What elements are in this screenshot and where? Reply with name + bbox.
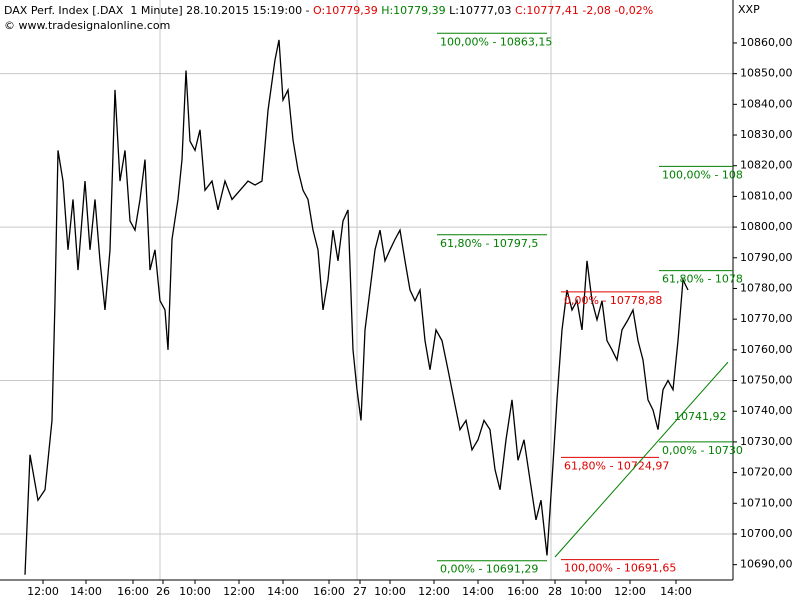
fib-label: 0,00% - 10778,88 <box>564 294 662 307</box>
fib-label: 61,80% - 10724,97 <box>564 459 669 472</box>
x-tick-label: 12:00 <box>614 585 646 598</box>
x-tick-label: 16:00 <box>507 585 539 598</box>
y-tick-label: 10860,00 <box>740 36 793 49</box>
fib-label: 61,80% - 10797,5 <box>440 237 538 250</box>
x-tick-label: 14:00 <box>70 585 102 598</box>
x-tick-label: 12:00 <box>27 585 59 598</box>
fib-label: 61,80% - 1078 <box>662 273 743 286</box>
y-tick-label: 10730,00 <box>740 435 793 448</box>
x-tick-label: 27 <box>353 585 367 598</box>
y-tick-label: 10690,00 <box>740 558 793 571</box>
trendline-label: 10741,92 <box>674 410 727 423</box>
x-tick-label: 28 <box>548 585 562 598</box>
fib-label: 100,00% - 108 <box>662 168 743 181</box>
open: O:10779,39 <box>313 4 378 17</box>
y-tick-label: 10810,00 <box>740 189 793 202</box>
y-tick-label: 10770,00 <box>740 312 793 325</box>
high: H:10779,39 <box>381 4 446 17</box>
copyright: © www.tradesignalonline.com <box>4 19 171 32</box>
x-tick-label: 16:00 <box>117 585 149 598</box>
fib-label: 100,00% - 10691,65 <box>564 562 676 575</box>
x-tick-label: 14:00 <box>462 585 494 598</box>
x-tick-label: 10:00 <box>570 585 602 598</box>
x-tick-label: 12:00 <box>418 585 450 598</box>
y-tick-label: 10740,00 <box>740 404 793 417</box>
fib-label: 0,00% - 10730 <box>662 444 743 457</box>
y-tick-label: 10800,00 <box>740 220 793 233</box>
y-tick-label: 10830,00 <box>740 128 793 141</box>
close: C:10777,41 -2,08 -0,02% <box>515 4 654 17</box>
x-tick-label: 14:00 <box>660 585 692 598</box>
y-tick-label: 10720,00 <box>740 466 793 479</box>
y-tick-label: 10780,00 <box>740 281 793 294</box>
y-tick-label: 10820,00 <box>740 159 793 172</box>
y-tick-label: 10850,00 <box>740 67 793 80</box>
price-line <box>24 39 689 575</box>
y-tick-label: 10790,00 <box>740 251 793 264</box>
symbol: XXP <box>738 3 760 16</box>
y-tick-label: 10710,00 <box>740 496 793 509</box>
y-tick-label: 10750,00 <box>740 374 793 387</box>
x-tick-label: 10:00 <box>374 585 406 598</box>
fib-label: 100,00% - 10863,15 <box>440 35 552 48</box>
low: L:10777,03 <box>449 4 512 17</box>
x-tick-label: 10:00 <box>179 585 211 598</box>
x-tick-label: 26 <box>156 585 170 598</box>
header-title: DAX Perf. Index [.DAX 1 Minute] 28.10.20… <box>4 4 310 17</box>
trendline <box>554 361 729 558</box>
y-tick-label: 10760,00 <box>740 343 793 356</box>
header: DAX Perf. Index [.DAX 1 Minute] 28.10.20… <box>4 3 653 33</box>
y-tick-label: 10700,00 <box>740 527 793 540</box>
x-tick-label: 14:00 <box>267 585 299 598</box>
y-tick-label: 10840,00 <box>740 97 793 110</box>
x-tick-label: 12:00 <box>223 585 255 598</box>
fib-label: 0,00% - 10691,29 <box>440 563 538 576</box>
x-tick-label: 16:00 <box>313 585 345 598</box>
